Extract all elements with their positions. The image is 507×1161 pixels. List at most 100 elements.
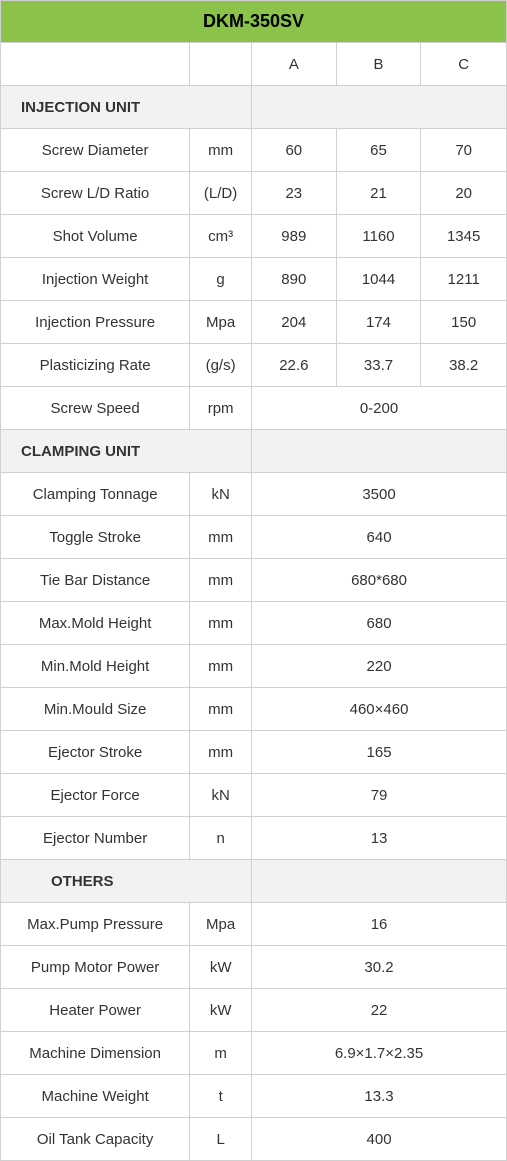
table-row: Toggle Stroke mm 640: [1, 516, 506, 559]
row-val-merged: 6.9×1.7×2.35: [252, 1032, 506, 1074]
row-label: Min.Mould Size: [1, 688, 190, 730]
table-row: Injection Weight g 890 1044 1211: [1, 258, 506, 301]
header-col-c: C: [421, 43, 506, 85]
row-val-merged: 16: [252, 903, 506, 945]
row-val-merged: 13: [252, 817, 506, 859]
table-row: Min.Mold Height mm 220: [1, 645, 506, 688]
table-row: Max.Pump Pressure Mpa 16: [1, 903, 506, 946]
table-row: Injection Pressure Mpa 204 174 150: [1, 301, 506, 344]
row-unit: rpm: [190, 387, 252, 429]
row-label: Machine Weight: [1, 1075, 190, 1117]
row-unit: m: [190, 1032, 252, 1074]
row-val-a: 989: [252, 215, 337, 257]
header-blank-unit: [190, 43, 252, 85]
row-unit: mm: [190, 602, 252, 644]
table-row: Screw Diameter mm 60 65 70: [1, 129, 506, 172]
row-val-b: 1044: [337, 258, 422, 300]
row-val-merged: 30.2: [252, 946, 506, 988]
row-label: Screw L/D Ratio: [1, 172, 190, 214]
section-heading-injection: INJECTION UNIT: [1, 86, 252, 128]
row-val-a: 204: [252, 301, 337, 343]
row-label: Injection Weight: [1, 258, 190, 300]
table-row: Min.Mould Size mm 460×460: [1, 688, 506, 731]
row-unit: Mpa: [190, 903, 252, 945]
row-unit: mm: [190, 731, 252, 773]
header-col-a: A: [252, 43, 337, 85]
table-row: Ejector Stroke mm 165: [1, 731, 506, 774]
row-label: Tie Bar Distance: [1, 559, 190, 601]
table-row: Screw Speed rpm 0-200: [1, 387, 506, 430]
section-row-clamping: CLAMPING UNIT: [1, 430, 506, 473]
row-val-c: 20: [421, 172, 506, 214]
row-val-a: 23: [252, 172, 337, 214]
row-unit: kN: [190, 473, 252, 515]
row-unit: mm: [190, 129, 252, 171]
row-val-a: 22.6: [252, 344, 337, 386]
row-label: Machine Dimension: [1, 1032, 190, 1074]
row-label: Injection Pressure: [1, 301, 190, 343]
row-val-c: 1345: [421, 215, 506, 257]
table-row: Max.Mold Height mm 680: [1, 602, 506, 645]
row-val-a: 60: [252, 129, 337, 171]
row-unit: cm³: [190, 215, 252, 257]
row-val-merged: 680*680: [252, 559, 506, 601]
row-unit: mm: [190, 688, 252, 730]
table-row: Heater Power kW 22: [1, 989, 506, 1032]
table-row: Pump Motor Power kW 30.2: [1, 946, 506, 989]
row-val-merged: 165: [252, 731, 506, 773]
row-unit: kW: [190, 946, 252, 988]
table-row: Machine Dimension m 6.9×1.7×2.35: [1, 1032, 506, 1075]
section-blank-others: [252, 860, 506, 902]
row-val-c: 150: [421, 301, 506, 343]
section-blank-injection: [252, 86, 506, 128]
section-row-others: OTHERS: [1, 860, 506, 903]
row-val-merged: 400: [252, 1118, 506, 1160]
section-blank-clamping: [252, 430, 506, 472]
row-unit: mm: [190, 516, 252, 558]
row-label: Max.Mold Height: [1, 602, 190, 644]
row-unit: mm: [190, 559, 252, 601]
row-unit: n: [190, 817, 252, 859]
row-val-c: 1211: [421, 258, 506, 300]
row-label: Ejector Number: [1, 817, 190, 859]
header-col-b: B: [337, 43, 422, 85]
row-val-merged: 640: [252, 516, 506, 558]
row-unit: (L/D): [190, 172, 252, 214]
column-header-row: A B C: [1, 43, 506, 86]
row-val-b: 65: [337, 129, 422, 171]
row-label: Max.Pump Pressure: [1, 903, 190, 945]
section-heading-clamping: CLAMPING UNIT: [1, 430, 252, 472]
row-val-c: 70: [421, 129, 506, 171]
header-blank-label: [1, 43, 190, 85]
row-label: Clamping Tonnage: [1, 473, 190, 515]
row-label: Toggle Stroke: [1, 516, 190, 558]
row-label: Plasticizing Rate: [1, 344, 190, 386]
row-val-merged: 220: [252, 645, 506, 687]
spec-table: DKM-350SV A B C INJECTION UNIT Screw Dia…: [0, 0, 507, 1161]
row-val-merged: 13.3: [252, 1075, 506, 1117]
row-val-b: 1160: [337, 215, 422, 257]
row-unit: kW: [190, 989, 252, 1031]
row-label: Shot Volume: [1, 215, 190, 257]
section-row-injection: INJECTION UNIT: [1, 86, 506, 129]
row-val-merged: 680: [252, 602, 506, 644]
row-val-b: 174: [337, 301, 422, 343]
row-unit: kN: [190, 774, 252, 816]
row-val-b: 21: [337, 172, 422, 214]
row-val-merged: 22: [252, 989, 506, 1031]
row-val-c: 38.2: [421, 344, 506, 386]
row-val-b: 33.7: [337, 344, 422, 386]
table-row: Plasticizing Rate (g/s) 22.6 33.7 38.2: [1, 344, 506, 387]
row-val-a: 890: [252, 258, 337, 300]
row-unit: Mpa: [190, 301, 252, 343]
table-row: Oil Tank Capacity L 400: [1, 1118, 506, 1160]
row-label: Oil Tank Capacity: [1, 1118, 190, 1160]
row-unit: g: [190, 258, 252, 300]
row-unit: L: [190, 1118, 252, 1160]
table-row: Ejector Number n 13: [1, 817, 506, 860]
row-unit: mm: [190, 645, 252, 687]
row-val-merged: 3500: [252, 473, 506, 515]
table-title: DKM-350SV: [1, 1, 506, 43]
row-label: Screw Diameter: [1, 129, 190, 171]
table-row: Clamping Tonnage kN 3500: [1, 473, 506, 516]
